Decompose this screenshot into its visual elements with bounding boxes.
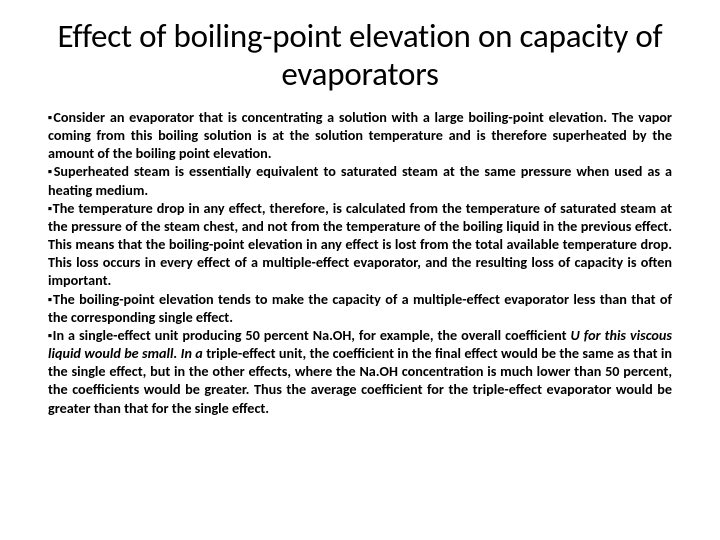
- page-title: Effect of boiling-point elevation on cap…: [48, 18, 672, 94]
- list-item: In a single-effect unit producing 50 per…: [48, 326, 672, 417]
- list-item: Superheated steam is essentially equival…: [48, 162, 672, 198]
- bullet-list: Consider an evaporator that is concentra…: [48, 108, 672, 417]
- slide-container: Effect of boiling-point elevation on cap…: [0, 0, 720, 540]
- list-item: Consider an evaporator that is concentra…: [48, 108, 672, 163]
- list-item: The boiling-point elevation tends to mak…: [48, 290, 672, 326]
- list-item: The temperature drop in any effect, ther…: [48, 199, 672, 290]
